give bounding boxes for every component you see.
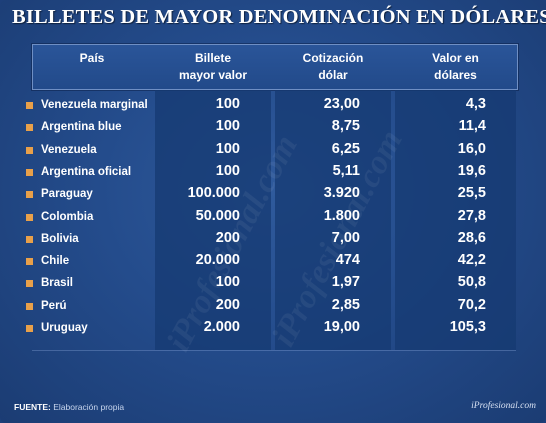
source-note: FUENTE: Elaboración propia: [14, 402, 124, 412]
page-title: BILLETES DE MAYOR DENOMINACIÓN EN DÓLARE…: [12, 6, 546, 28]
table-row: Bolivia 200 7,00 28,6: [0, 229, 546, 251]
valor-value: 105,3: [449, 319, 486, 335]
cotizacion-value: 7,00: [331, 229, 360, 246]
cotizacion-value: 474: [335, 252, 360, 269]
valor-value: 4,3: [465, 96, 486, 112]
country-name: Bolivia: [41, 232, 79, 245]
bullet-icon: [26, 235, 33, 243]
bullet-icon: [26, 102, 33, 109]
cotizacion-value: 6,25: [331, 140, 360, 157]
country-name: Paraguay: [41, 188, 93, 201]
cotizacion-value: 3.920: [323, 185, 360, 202]
valor-value: 16,0: [457, 140, 486, 157]
header-billete: Billete mayor valor: [155, 50, 271, 84]
header-billete-line2: mayor valor: [178, 68, 248, 82]
billete-value: 200: [215, 229, 240, 246]
country-name: Uruguay: [41, 322, 88, 334]
billete-value: 100.000: [187, 185, 240, 202]
bullet-icon: [26, 124, 33, 132]
header-pais-label: País: [79, 51, 105, 65]
header-cotizacion-line1: Cotización: [302, 51, 364, 65]
header-valor: Valor en dólares: [395, 50, 516, 84]
table-row: Venezuela 100 6,25 16,0: [0, 140, 546, 162]
cotizacion-value: 2,85: [331, 296, 360, 313]
bullet-icon: [26, 146, 33, 154]
header-valor-line2: dólares: [434, 68, 477, 82]
country-name: Brasil: [41, 277, 73, 290]
bullet-icon: [26, 213, 33, 221]
cotizacion-value: 19,00: [323, 319, 360, 335]
valor-value: 28,6: [457, 229, 486, 246]
cotizacion-value: 5,11: [332, 162, 360, 179]
valor-value: 42,2: [457, 252, 486, 269]
valor-value: 19,6: [457, 162, 486, 179]
valor-value: 27,8: [457, 207, 486, 224]
table-row: Brasil 100 1,97 50,8: [0, 273, 546, 295]
billete-value: 100: [215, 274, 240, 291]
country-name: Venezuela: [41, 143, 97, 156]
bullet-icon: [26, 325, 33, 332]
header-cotizacion-line2: dólar: [318, 68, 348, 82]
source-text: Elaboración propia: [53, 402, 125, 412]
bullet-icon: [26, 258, 33, 266]
billete-value: 100: [215, 96, 240, 112]
billete-value: 100: [215, 162, 240, 179]
country-name: Venezuela marginal: [41, 99, 148, 111]
bullet-icon: [26, 191, 33, 199]
billete-value: 20.000: [195, 252, 240, 269]
brand-credit: iProfesional.com: [471, 401, 536, 411]
cotizacion-value: 23,00: [323, 96, 360, 112]
valor-value: 50,8: [457, 274, 486, 291]
valor-value: 70,2: [457, 296, 486, 313]
column-panel-billete: [155, 90, 271, 350]
bullet-icon: [26, 280, 33, 288]
billete-value: 100: [215, 140, 240, 157]
source-label: FUENTE:: [14, 402, 51, 412]
table-row: Perú 200 2,85 70,2: [0, 296, 546, 318]
table-row: Venezuela marginal 100 23,00 4,3: [0, 95, 546, 117]
table-row: Colombia 50.000 1.800 27,8: [0, 207, 546, 229]
column-panel-cotizacion: [275, 90, 391, 350]
country-name: Argentina blue: [41, 121, 122, 134]
table-header-band: [32, 44, 518, 90]
cotizacion-value: 1.800: [323, 207, 360, 224]
billete-value: 100: [215, 118, 240, 135]
billete-value: 2.000: [203, 319, 240, 335]
header-valor-line1: Valor en: [432, 51, 479, 65]
country-name: Colombia: [41, 210, 94, 223]
header-billete-line1: Billete: [194, 51, 231, 65]
table-row: Uruguay 2.000 19,00 105,3: [0, 318, 546, 340]
header-pais: País: [32, 50, 152, 67]
country-name: Chile: [41, 255, 70, 268]
table-row: Chile 20.000 474 42,2: [0, 251, 546, 273]
valor-value: 25,5: [457, 185, 486, 202]
table-bottom-divider: [32, 350, 516, 351]
table-row: Argentina blue 100 8,75 11,4: [0, 117, 546, 139]
bullet-icon: [26, 302, 33, 310]
country-name: Argentina oficial: [41, 165, 132, 178]
country-name: Perú: [41, 299, 67, 312]
table-row: Paraguay 100.000 3.920 25,5: [0, 184, 546, 206]
header-cotizacion: Cotización dólar: [275, 50, 391, 84]
billete-value: 50.000: [195, 207, 240, 224]
billete-value: 200: [215, 296, 240, 313]
column-panel-valor: [395, 90, 516, 350]
bullet-icon: [26, 168, 33, 176]
cotizacion-value: 1,97: [331, 274, 360, 291]
cotizacion-value: 8,75: [331, 118, 360, 135]
valor-value: 11,4: [458, 118, 486, 135]
table-row: Argentina oficial 100 5,11 19,6: [0, 162, 546, 184]
